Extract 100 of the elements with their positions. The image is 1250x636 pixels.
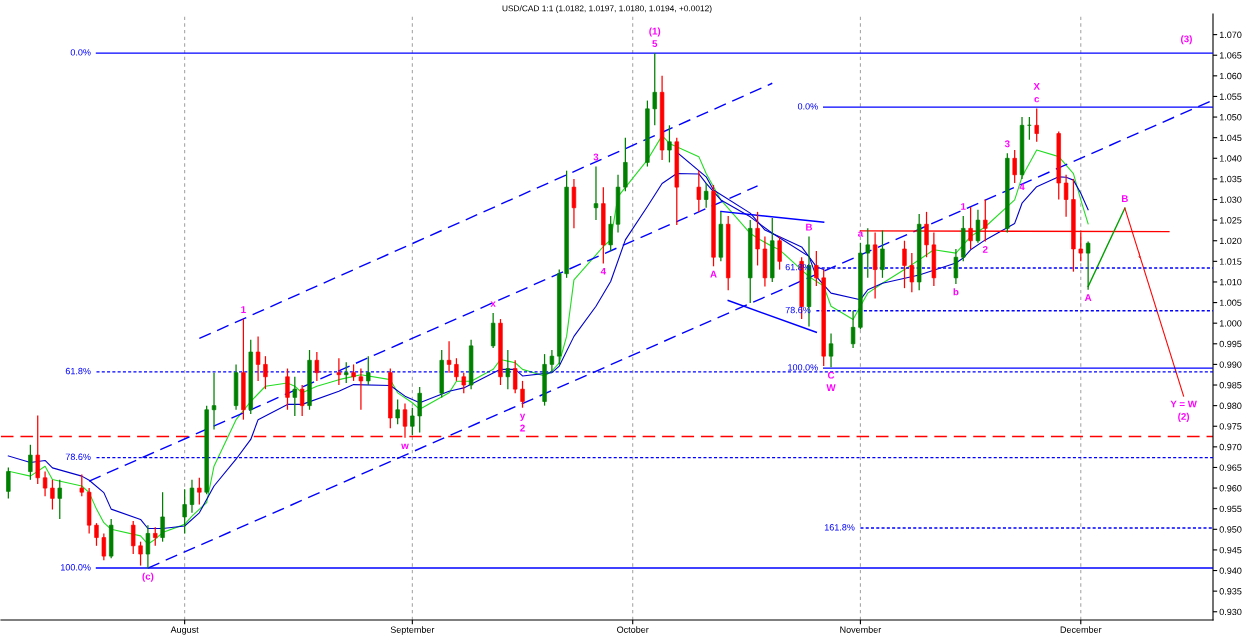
annotation: A xyxy=(710,270,717,278)
candlestick xyxy=(505,349,511,390)
y-tick-label: 0.975 xyxy=(1219,423,1242,430)
annotation: 1 xyxy=(241,306,246,313)
candlestick xyxy=(446,340,452,374)
y-tick-label: 0.935 xyxy=(1219,588,1242,595)
annotation: (3) xyxy=(1181,35,1192,45)
y-tick-label: 1.030 xyxy=(1219,196,1242,203)
annotation: 3 xyxy=(1004,140,1010,148)
candlestick xyxy=(410,407,415,436)
candlestick xyxy=(35,414,40,485)
candlestick xyxy=(880,229,885,279)
candlestick xyxy=(777,235,782,271)
annotation: 5 xyxy=(652,40,658,48)
annotation: 2 xyxy=(520,424,525,432)
y-tick-label: 1.055 xyxy=(1219,93,1242,100)
candlestick xyxy=(263,355,268,390)
y-tick-label: 0.965 xyxy=(1219,464,1242,471)
x-tick-label: December xyxy=(1060,626,1102,633)
annotation: a xyxy=(858,231,864,237)
candlestick xyxy=(490,312,496,349)
annotation: x xyxy=(490,301,496,307)
candlestick xyxy=(255,335,261,382)
candlestick xyxy=(828,332,834,368)
series-label: 78.6% xyxy=(65,453,91,460)
candlestick xyxy=(314,351,320,382)
candlestick xyxy=(160,491,165,543)
x-tick-label: November xyxy=(840,626,882,633)
candlestick xyxy=(292,376,297,417)
annotation: 1 xyxy=(961,203,966,210)
series-label: 0.0% xyxy=(797,103,818,110)
series-label: 161.8% xyxy=(824,524,855,531)
y-tick-label: 0.930 xyxy=(1219,608,1242,616)
series-label: 100.0% xyxy=(61,564,91,571)
candlestick xyxy=(667,124,672,164)
annotation: w xyxy=(401,443,409,449)
candlestick xyxy=(344,361,349,384)
chart-title: USD/CAD 1:1 (1.0182, 1.0197, 1.0180, 1.0194, +0.0012) xyxy=(502,5,712,13)
y-tick-label: 0.960 xyxy=(1219,485,1242,492)
x-tick-label: October xyxy=(617,626,649,633)
candlestick xyxy=(94,522,99,547)
y-tick-label: 1.005 xyxy=(1219,299,1242,306)
candlestick xyxy=(6,466,11,500)
y-tick-label: 0.980 xyxy=(1219,402,1242,409)
annotation: ↓ xyxy=(1138,252,1141,258)
candlestick xyxy=(593,165,599,221)
series-label: 100.0% xyxy=(788,364,818,371)
y-tick-label: 0.995 xyxy=(1219,340,1242,348)
annotation: 3 xyxy=(593,153,599,161)
annotation: c xyxy=(1034,96,1040,103)
y-tick-label: 1.060 xyxy=(1219,72,1242,80)
candlestick xyxy=(461,372,466,394)
candlestick xyxy=(850,310,856,349)
y-tick-label: 0.950 xyxy=(1219,526,1242,533)
annotation: y xyxy=(519,413,526,421)
candlestick xyxy=(336,357,342,386)
candlestick xyxy=(79,473,84,497)
candlestick xyxy=(182,488,187,535)
annotation: 2 xyxy=(982,245,988,253)
y-tick-label: 0.985 xyxy=(1219,381,1242,389)
candlestick xyxy=(50,479,55,511)
candlestick xyxy=(608,215,613,252)
candlestick xyxy=(571,178,577,229)
y-tick-label: 1.000 xyxy=(1219,320,1242,327)
candlestick xyxy=(1063,174,1069,218)
annotation: 4 xyxy=(600,267,606,275)
x-tick-label: August xyxy=(170,626,199,635)
annotation: Y = W xyxy=(1170,400,1197,408)
candlestick xyxy=(211,372,217,431)
y-tick-label: 0.955 xyxy=(1219,505,1242,513)
candlestick xyxy=(131,520,136,555)
candlestick xyxy=(909,252,915,293)
annotation: A xyxy=(1084,294,1092,301)
y-tick-label: 0.970 xyxy=(1219,443,1242,451)
candlestick xyxy=(417,386,422,434)
series-label: 0.0% xyxy=(70,49,91,56)
candlestick xyxy=(1012,149,1017,184)
candlestick xyxy=(1085,240,1091,291)
candlestick xyxy=(145,524,151,570)
series-label: 61.8% xyxy=(65,367,91,375)
candlestick xyxy=(358,367,364,411)
candlestick xyxy=(395,398,400,425)
x-tick-label: September xyxy=(390,626,435,635)
candlestick xyxy=(138,541,143,567)
candlestick xyxy=(755,211,760,267)
candlestick xyxy=(197,477,202,506)
y-tick-label: 1.010 xyxy=(1219,278,1242,286)
candlestick xyxy=(975,209,981,244)
candlestick xyxy=(101,532,107,561)
annotation: (2) xyxy=(1178,412,1190,422)
candlestick xyxy=(454,357,459,382)
candlestick xyxy=(42,470,48,497)
y-tick-label: 1.035 xyxy=(1219,175,1242,183)
candlestick xyxy=(1034,107,1039,143)
y-tick-label: 1.020 xyxy=(1219,237,1242,245)
annotation: B xyxy=(806,223,813,231)
candlestick xyxy=(652,52,657,126)
candlestick xyxy=(814,250,819,287)
candlestick xyxy=(189,479,195,514)
candlestick xyxy=(513,359,518,394)
